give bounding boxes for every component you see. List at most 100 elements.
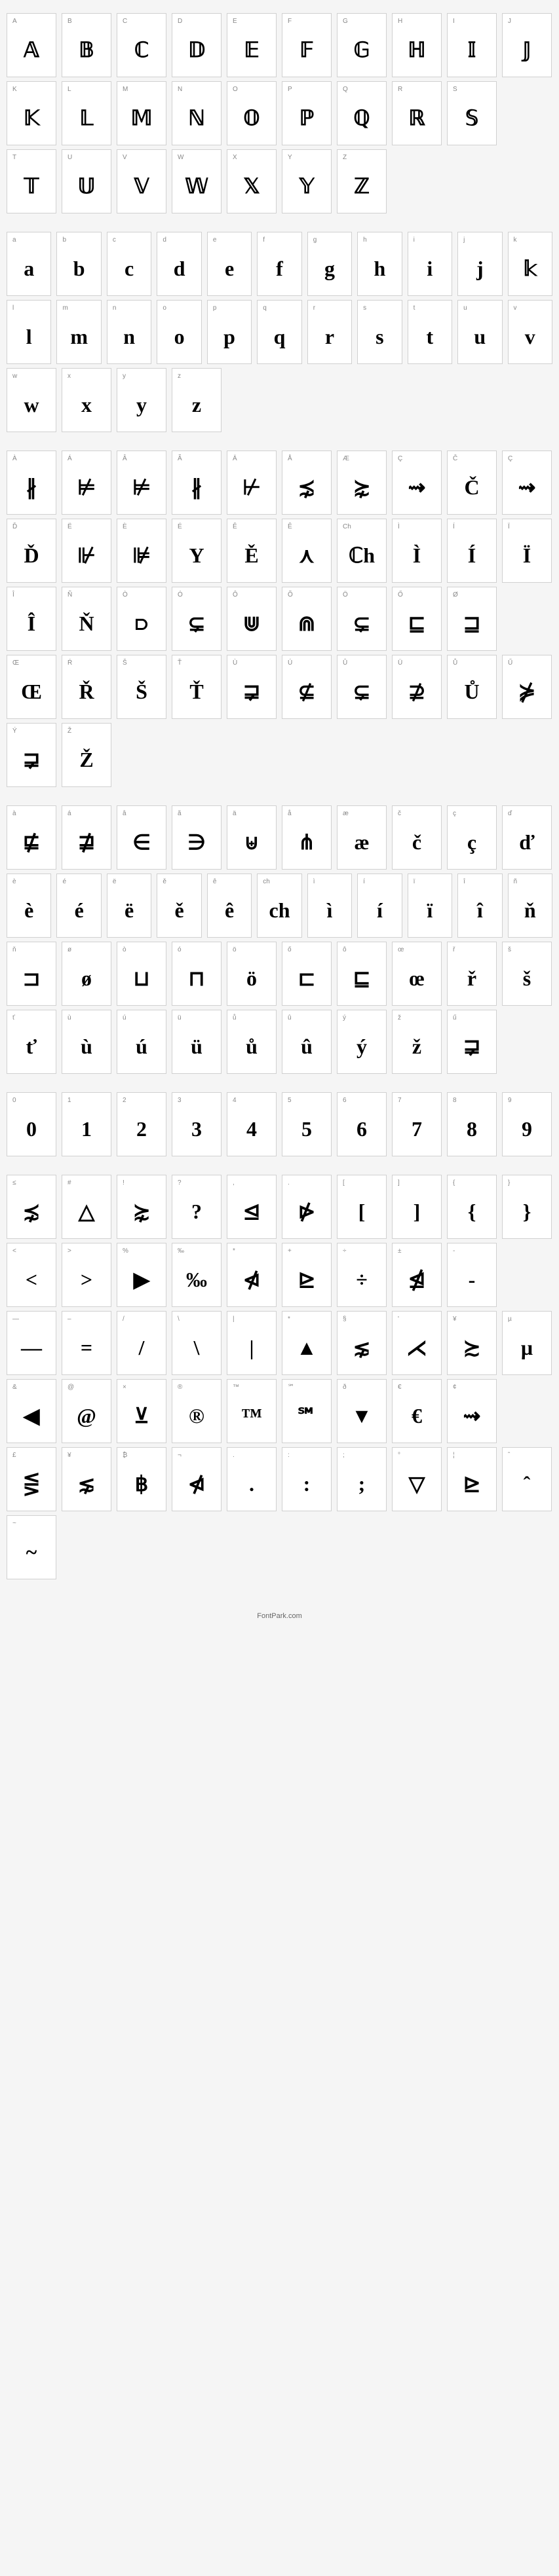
glyph-label: r [313,304,315,312]
glyph-cell: qq [257,300,301,364]
glyph-cell: ¥⋦ [62,1447,111,1511]
glyph-label: @ [67,1384,74,1391]
glyph-row: £⋚¥⋦₿฿¬⋪..::;;°▽¦⊵ˆˆ [7,1447,552,1511]
glyph-section: A𝔸B𝔹CℂD𝔻E𝔼F𝔽G𝔾HℍI𝕀J𝕁K𝕂L𝕃M𝕄NℕO𝕆PℙQℚRℝS𝕊T𝕋… [7,13,552,213]
glyph-label: S [453,86,457,93]
glyph-cell: ¥≿ [447,1311,497,1375]
glyph-label: E [233,18,237,25]
glyph-label: Ò [123,591,128,598]
glyph-cell: úú [117,1010,166,1074]
glyph-cell: Ò⫐ [117,587,166,651]
glyph-cell: ťť [7,1010,56,1074]
glyph-label: ! [123,1179,125,1187]
glyph-label: H [398,18,402,25]
glyph-cell: rr [307,300,352,364]
font-glyph-chart: A𝔸B𝔹CℂD𝔻E𝔼F𝔽G𝔾HℍI𝕀J𝕁K𝕂L𝕃M𝕄NℕO𝕆PℙQℚRℝS𝕊T𝕋… [7,13,552,1592]
glyph-cell: ëë [107,874,151,938]
glyph-display: | [227,1312,276,1374]
glyph-cell: *▲ [282,1311,332,1375]
glyph-label: 4 [233,1097,237,1104]
glyph-label: Ç [398,455,402,462]
glyph-label: * [233,1247,235,1255]
glyph-cell: ïï [408,874,452,938]
glyph-label: ™ [233,1384,239,1391]
glyph-label: v [514,304,517,312]
glyph-row: ~~ [7,1515,552,1579]
glyph-label: . [233,1452,235,1459]
glyph-label: ¬ [178,1452,182,1459]
glyph-cell: öö [227,942,277,1006]
glyph-label: G [343,18,348,25]
glyph-cell: Ê⋏ [282,519,332,583]
glyph-cell: ŽŽ [62,723,111,787]
glyph-label: h [363,236,367,244]
glyph-display: [ [337,1175,386,1238]
glyph-cell: ÎÎ [7,587,56,651]
glyph-label: ® [178,1384,182,1391]
glyph-cell: Cℂ [117,13,166,77]
glyph-cell: ll [7,300,51,364]
glyph-label: 5 [288,1097,292,1104]
glyph-cell: Ő⊑ [392,587,442,651]
glyph-label: ě [163,878,166,885]
glyph-cell: U𝕌 [62,149,111,213]
glyph-display: Ì [393,519,441,582]
glyph-label: û [288,1014,292,1021]
glyph-row: ĎĎË⊮È⊯ÉYĚĚÊ⋏ChℂhÌÌÍÍÏÏ [7,519,552,583]
glyph-cell: šš [502,942,552,1006]
glyph-label: ú [123,1014,126,1021]
glyph-label: Œ [12,659,19,667]
glyph-label: Ö [343,591,348,598]
glyph-cell: A𝔸 [7,13,56,77]
glyph-cell: >> [62,1243,111,1307]
glyph-cell: ûû [282,1010,332,1074]
glyph-cell: Chℂh [337,519,387,583]
glyph-label: 2 [123,1097,126,1104]
glyph-section: ≤⋨#△!⋩??,⊴.⋫[[]]{{}}<<>>%▶‰‰*⋪+⊵÷÷±⋬--——… [7,1175,552,1579]
glyph-label: y [123,373,126,380]
glyph-label: ò [123,946,126,953]
glyph-label: Ë [67,523,72,530]
glyph-cell: W𝕎 [172,149,222,213]
glyph-cell: hh [357,232,402,296]
glyph-label: î [463,878,465,885]
glyph-cell: ŠŠ [117,655,166,719]
glyph-row: T𝕋U𝕌V𝕍W𝕎X𝕏Y𝕐Zℤ [7,149,552,213]
glyph-cell: ÏÏ [502,519,552,583]
glyph-cell: ŮŮ [447,655,497,719]
glyph-cell: Ç⇝ [392,451,442,515]
glyph-cell: aa [7,232,51,296]
glyph-label: × [123,1384,126,1391]
glyph-cell: ò⊔ [117,942,166,1006]
glyph-label: ù [67,1014,71,1021]
glyph-label: Å [288,455,292,462]
glyph-cell: Qℚ [337,81,387,145]
glyph-label: t [414,304,415,312]
glyph-label: ~ [12,1520,16,1527]
glyph-label: V [123,154,127,161]
glyph-label: ¢ [453,1384,457,1391]
glyph-label: 6 [343,1097,347,1104]
glyph-cell: Ú⊈ [282,655,332,719]
glyph-label: ñ [514,878,518,885]
glyph-cell: ŤŤ [172,655,222,719]
glyph-cell: O𝕆 [227,81,277,145]
glyph-label: + [288,1247,292,1255]
glyph-label: ₿ [123,1452,127,1459]
glyph-cell: ÍÍ [447,519,497,583]
glyph-cell: ~~ [7,1515,56,1579]
glyph-label: ; [343,1452,345,1459]
glyph-label: — [12,1316,19,1323]
glyph-label: – [67,1316,71,1323]
glyph-cell: +⊵ [282,1243,332,1307]
glyph-cell: ?? [172,1175,222,1239]
glyph-label: J [508,18,511,25]
glyph-label: & [12,1384,17,1391]
glyph-label: j [463,236,465,244]
glyph-cell: .⋫ [282,1175,332,1239]
glyph-cell: à⋢ [7,805,56,870]
glyph-cell: uu [457,300,502,364]
glyph-label: à [12,810,16,817]
glyph-display: Í [448,519,496,582]
glyph-cell: mm [56,300,101,364]
